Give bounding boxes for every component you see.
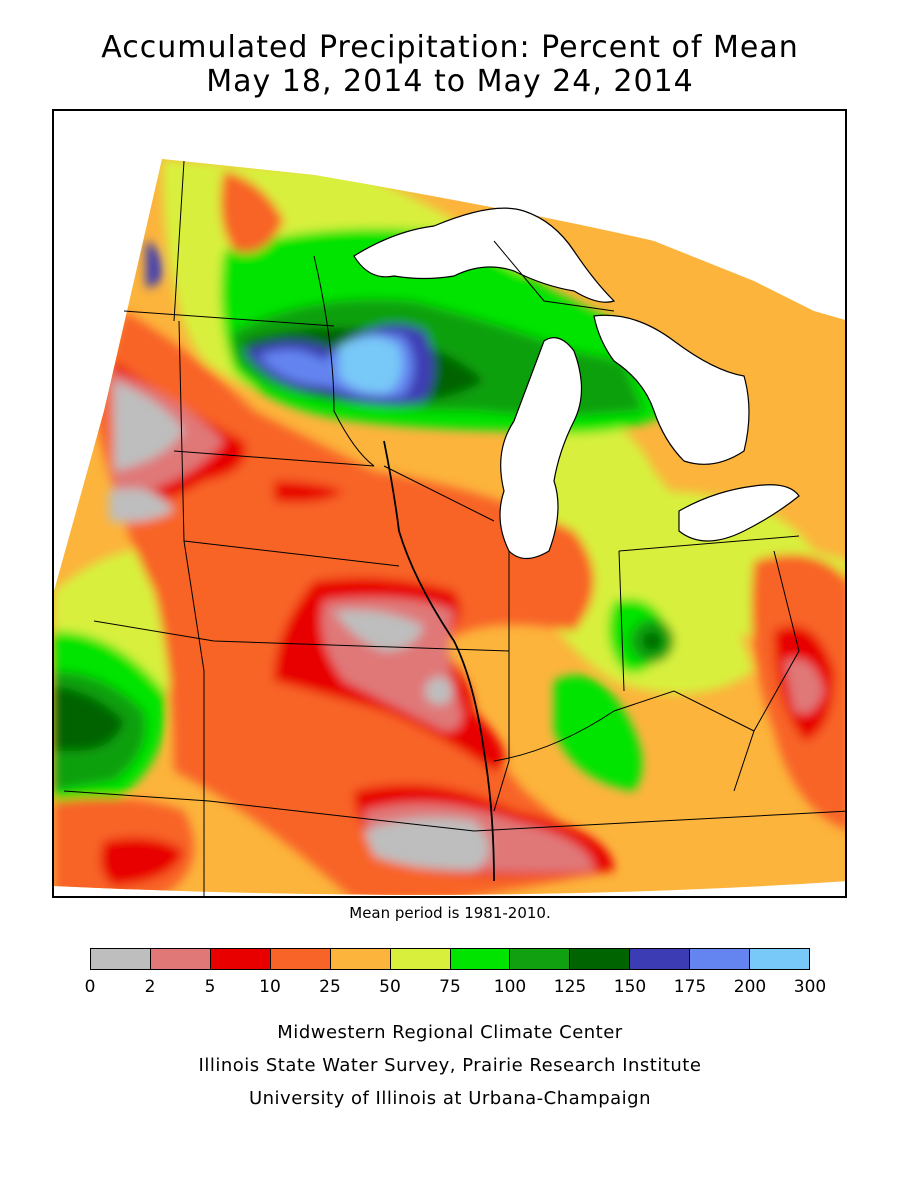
legend-swatch: [210, 949, 271, 969]
border-in-oh: [618, 550, 625, 692]
mean-period-note: Mean period is 1981-2010.: [349, 904, 551, 922]
field-gray-south: [364, 817, 489, 871]
legend-tick-label: 150: [613, 977, 647, 997]
legend-tick-label: 300: [793, 977, 827, 997]
legend-swatch: [150, 949, 211, 969]
field-pink-east: [784, 659, 824, 714]
great-lakes: [353, 207, 800, 560]
legend-swatch: [91, 949, 151, 969]
mississippi-river: [383, 440, 495, 882]
lake-huron: [593, 314, 750, 465]
field-gray-il: [425, 677, 453, 705]
legend-tick-label: 100: [493, 977, 527, 997]
field-red-ia-streak: [274, 481, 344, 503]
border-nd-mn: [173, 160, 185, 322]
legend-tick-label: 2: [144, 977, 156, 997]
lake-erie: [678, 484, 800, 542]
legend-tick-label: 50: [379, 977, 401, 997]
legend-tick-label: 10: [259, 977, 281, 997]
legend-tick-label: 0: [84, 977, 96, 997]
field-blue-nd: [146, 241, 162, 288]
legend-swatch: [630, 949, 691, 969]
legend-swatch: [510, 949, 571, 969]
legend-tick-label: 25: [319, 977, 341, 997]
border-sd-ne: [173, 450, 375, 467]
field-dkg-west: [54, 686, 124, 751]
field-green-indiana: [554, 675, 642, 791]
field-dkg-ohio: [643, 632, 661, 650]
legend-tick-label: 175: [673, 977, 707, 997]
border-ne-ks: [183, 540, 400, 567]
border-ia-mn: [383, 465, 495, 522]
field-gray-central: [334, 610, 424, 651]
border-ks-mo: [93, 620, 510, 652]
legend-tick-labels: 0 2 5 10 25 50 75 100 125 150 175 200 300: [85, 977, 827, 999]
field-gray-ne: [109, 488, 174, 523]
precipitation-map: [52, 109, 847, 898]
legend-tick-label: 75: [439, 977, 461, 997]
map-title: Accumulated Precipitation: Percent of Me…: [101, 30, 799, 65]
legend-tick-label: 5: [204, 977, 216, 997]
rivers: [383, 440, 495, 882]
field-red-sw: [100, 837, 184, 886]
border-southern: [63, 790, 845, 832]
credit-line-2: Illinois State Water Survey, Prairie Res…: [198, 1055, 702, 1076]
lake-superior: [353, 207, 616, 303]
border-ky-north: [493, 690, 755, 762]
map-svg: [54, 159, 845, 896]
legend-swatch: [450, 949, 511, 969]
border-il-in: [493, 551, 510, 812]
map-date-range: May 18, 2014 to May 24, 2014: [206, 64, 694, 99]
field-lblue-mn: [339, 336, 403, 394]
border-oh-mi: [618, 535, 800, 552]
lake-michigan: [499, 337, 583, 560]
legend-swatch: [750, 949, 810, 969]
border-nd-sd: [123, 310, 335, 327]
border-oh-wv-pa: [733, 550, 800, 792]
legend-tick-label: 125: [553, 977, 587, 997]
legend-swatch: [270, 949, 331, 969]
legend-swatch: [570, 949, 631, 969]
legend-swatch: [330, 949, 391, 969]
credit-line-3: University of Illinois at Urbana-Champai…: [248, 1088, 652, 1109]
legend-swatch: [390, 949, 451, 969]
field-ro-nd: [220, 171, 284, 253]
state-boundaries: [63, 160, 845, 896]
field-gray-nw: [114, 381, 184, 471]
color-legend: [90, 948, 810, 970]
legend-tick-label: 200: [733, 977, 767, 997]
border-up-mi: [493, 240, 615, 312]
credit-line-1: Midwestern Regional Climate Center: [277, 1022, 623, 1043]
legend-swatch: [690, 949, 751, 969]
border-mn-wi: [313, 255, 375, 467]
